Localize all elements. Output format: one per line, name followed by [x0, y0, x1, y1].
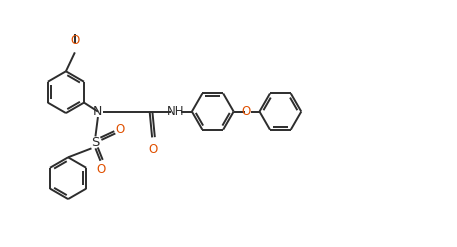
Text: O: O: [149, 144, 158, 156]
Text: N: N: [93, 105, 103, 118]
Text: O: O: [97, 163, 106, 176]
Text: O: O: [116, 124, 125, 136]
Text: O: O: [70, 34, 80, 47]
Text: S: S: [91, 136, 100, 149]
Text: NH: NH: [167, 105, 184, 118]
Text: O: O: [241, 105, 250, 118]
